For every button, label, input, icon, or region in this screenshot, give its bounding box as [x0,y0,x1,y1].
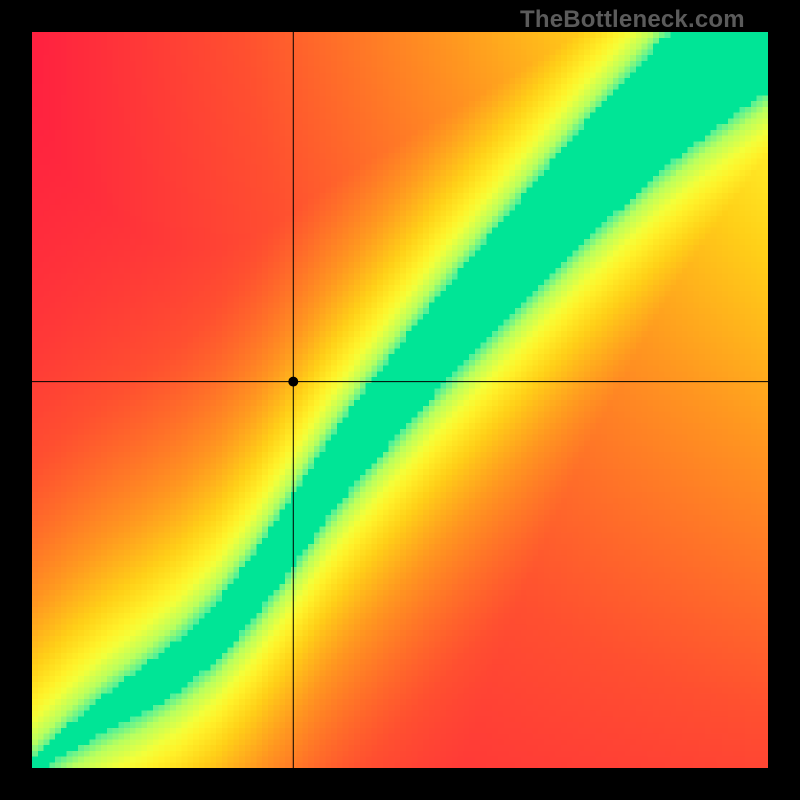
chart-container: TheBottleneck.com [0,0,800,800]
bottleneck-heatmap [32,32,768,768]
watermark-text: TheBottleneck.com [520,6,745,34]
